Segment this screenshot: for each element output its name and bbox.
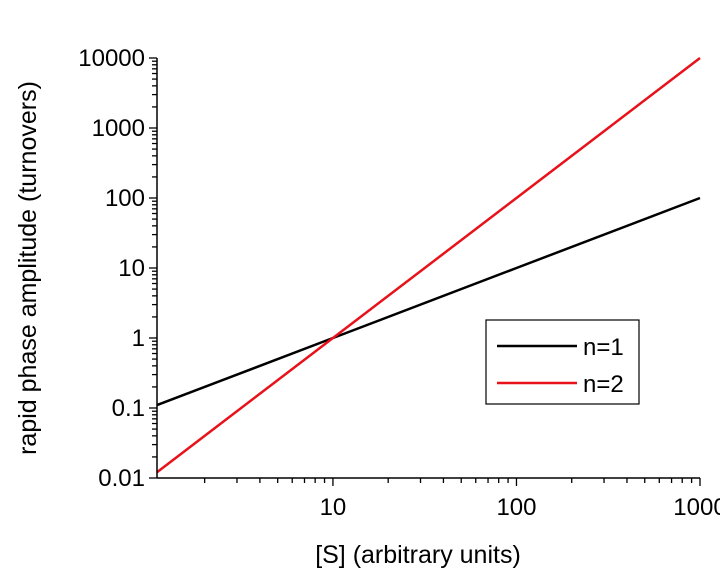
x-tick-label: 1000 [673, 494, 720, 521]
y-tick-label: 0.1 [112, 395, 145, 422]
y-tick-label: 100 [105, 185, 145, 212]
x-tick-label: 10 [320, 494, 347, 521]
plot-lines [156, 57, 701, 474]
y-tick-label: 1 [132, 325, 145, 352]
x-axis-title: [S] (arbitrary units) [315, 541, 521, 569]
y-tick-label: 10000 [78, 45, 145, 72]
legend-label-n2: n=2 [583, 371, 624, 398]
legend-label-n1: n=1 [583, 334, 624, 361]
legend-box [485, 319, 640, 405]
ticks [149, 57, 701, 486]
series-line-1 [156, 196, 701, 407]
tick-labels: 10 100 1000 0.01 0.1 1 10 100 1000 10000 [78, 45, 720, 521]
series-line-2 [156, 57, 701, 474]
legend: n=1 n=2 [485, 319, 640, 405]
x-tick-label: 100 [496, 494, 536, 521]
y-axis-title: rapid phase amplitude (turnovers) [14, 81, 42, 455]
y-tick-label: 10 [118, 255, 145, 282]
y-tick-label: 0.01 [98, 465, 145, 492]
y-tick-label: 1000 [92, 115, 145, 142]
